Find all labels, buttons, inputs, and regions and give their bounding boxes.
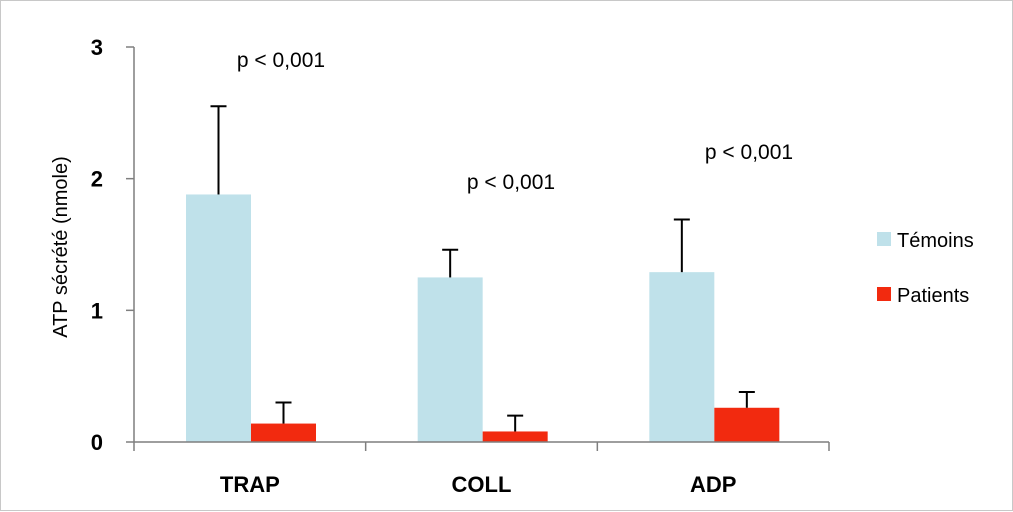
x-category-label: ADP [690,472,736,497]
annotation-trap: p < 0,001 [237,49,325,72]
y-axis-label: ATP sécrété (nmole) [50,156,72,338]
bar-trap-temoins [186,194,251,442]
bar-coll-temoins [417,277,483,442]
legend-swatch-patients [877,287,891,301]
y-tick-label: 0 [91,430,103,455]
annotation-coll: p < 0,001 [467,171,555,194]
y-tick-label: 1 [91,298,103,323]
x-category-label: COLL [452,472,512,497]
legend-label-temoins: Témoins [897,230,974,252]
legend-label-patients: Patients [897,285,969,307]
bar-adp-temoins [649,272,715,442]
bar-trap-patients [251,423,316,442]
legend-swatch-temoins [877,232,891,246]
x-category-label: TRAP [220,472,280,497]
y-tick-label: 2 [91,167,103,192]
annotation-adp: p < 0,001 [705,141,793,164]
y-tick-label: 3 [91,35,103,60]
bar-adp-patients [714,407,780,442]
bar-coll-patients [482,431,548,442]
